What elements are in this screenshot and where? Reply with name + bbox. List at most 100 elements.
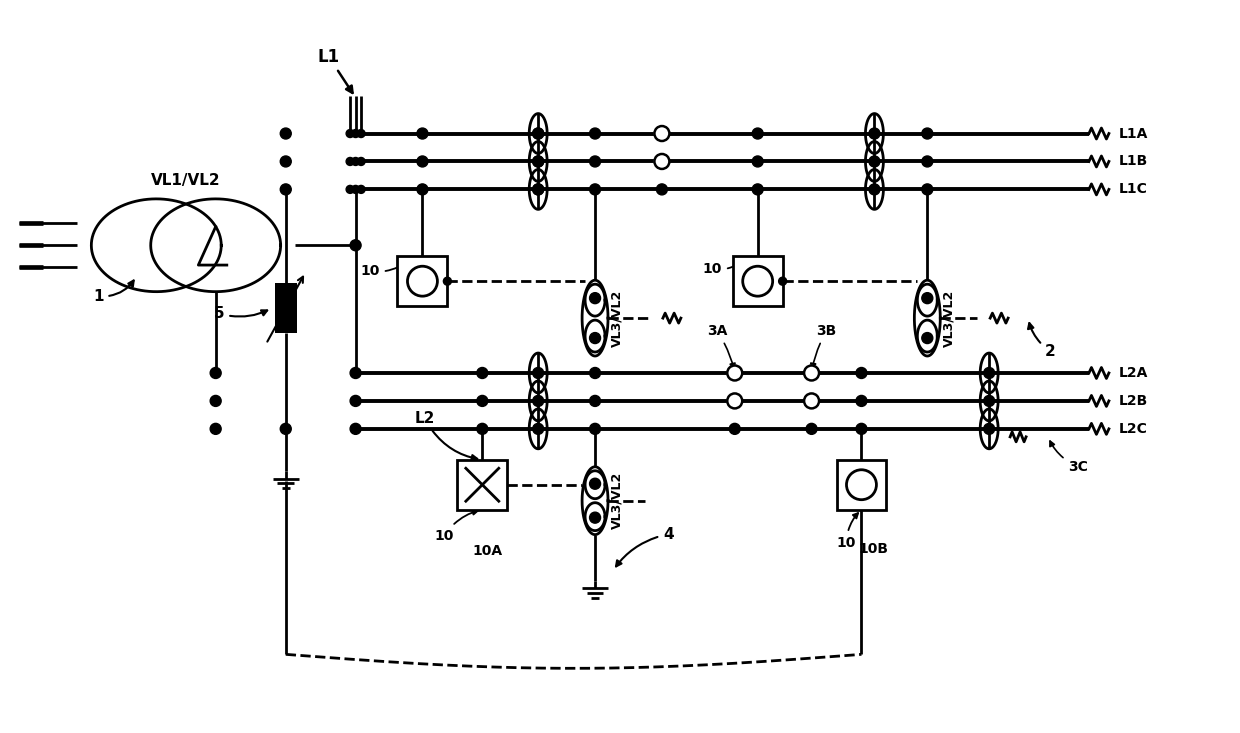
Circle shape [589,395,600,406]
Circle shape [533,367,543,378]
Circle shape [346,185,355,194]
FancyBboxPatch shape [275,283,296,333]
Circle shape [804,394,820,408]
Text: 10: 10 [837,513,858,550]
Circle shape [806,424,817,435]
Circle shape [444,277,451,285]
Circle shape [211,367,221,378]
Circle shape [589,292,600,303]
Text: 10B: 10B [858,542,888,556]
Circle shape [856,424,867,435]
Circle shape [779,277,786,285]
Circle shape [352,185,360,194]
Circle shape [350,395,361,406]
Circle shape [280,128,291,139]
Circle shape [589,424,600,435]
Text: VL3/VL2: VL3/VL2 [942,290,956,347]
Circle shape [346,130,355,138]
Circle shape [727,394,743,408]
FancyBboxPatch shape [733,257,782,306]
Circle shape [729,424,740,435]
Circle shape [533,128,543,139]
Text: L2: L2 [414,411,477,460]
Circle shape [533,156,543,167]
Circle shape [869,184,880,195]
Text: VL3/VL2: VL3/VL2 [610,290,624,347]
Circle shape [921,128,932,139]
Circle shape [357,158,365,166]
Circle shape [856,395,867,406]
Circle shape [352,130,360,138]
Text: VL1/VL2: VL1/VL2 [151,173,221,188]
Circle shape [350,367,361,378]
Text: 1: 1 [93,281,134,304]
Circle shape [589,478,600,489]
Circle shape [352,158,360,166]
Circle shape [417,128,428,139]
Circle shape [921,292,932,303]
Text: L2B: L2B [1118,394,1148,408]
Circle shape [477,367,487,378]
Text: 2: 2 [1028,323,1055,359]
Circle shape [533,156,543,167]
Circle shape [533,395,543,406]
Text: L1B: L1B [1118,155,1148,169]
Text: 10: 10 [703,259,744,276]
Text: 10: 10 [361,259,409,279]
FancyBboxPatch shape [837,460,887,509]
Circle shape [533,184,543,195]
Text: L2A: L2A [1118,366,1148,380]
Circle shape [655,154,670,169]
Circle shape [856,367,867,378]
Circle shape [533,184,543,195]
Circle shape [921,184,932,195]
Circle shape [477,395,487,406]
Circle shape [357,130,365,138]
Circle shape [357,185,365,194]
Circle shape [921,333,932,344]
Circle shape [346,158,355,166]
Circle shape [921,156,932,167]
Text: L1A: L1A [1118,127,1148,141]
Text: L1: L1 [317,48,352,93]
Text: 10: 10 [434,509,477,542]
Circle shape [655,126,670,141]
Circle shape [753,184,763,195]
Text: VL3/VL2: VL3/VL2 [610,472,624,529]
Circle shape [727,366,743,380]
Circle shape [280,424,291,435]
Text: 5: 5 [215,306,267,321]
Circle shape [589,184,600,195]
Text: 3A: 3A [707,324,735,369]
Circle shape [983,395,994,406]
Circle shape [983,367,994,378]
Text: 3C: 3C [1050,441,1087,474]
Circle shape [589,156,600,167]
Circle shape [869,156,880,167]
Circle shape [589,367,600,378]
Circle shape [211,395,221,406]
Text: L2C: L2C [1118,422,1148,436]
Circle shape [589,333,600,344]
Circle shape [589,128,600,139]
Circle shape [656,184,667,195]
Circle shape [533,424,543,435]
Circle shape [533,128,543,139]
Circle shape [477,424,487,435]
Circle shape [211,424,221,435]
Circle shape [417,184,428,195]
Circle shape [869,128,880,139]
FancyBboxPatch shape [458,460,507,509]
Circle shape [417,156,428,167]
Text: 4: 4 [616,526,673,567]
Circle shape [350,424,361,435]
Circle shape [753,156,763,167]
Circle shape [589,512,600,523]
Circle shape [753,128,763,139]
FancyBboxPatch shape [398,257,448,306]
Circle shape [280,156,291,167]
Text: L1C: L1C [1118,183,1148,196]
Circle shape [350,240,361,251]
Circle shape [983,424,994,435]
Text: 10A: 10A [472,544,502,558]
